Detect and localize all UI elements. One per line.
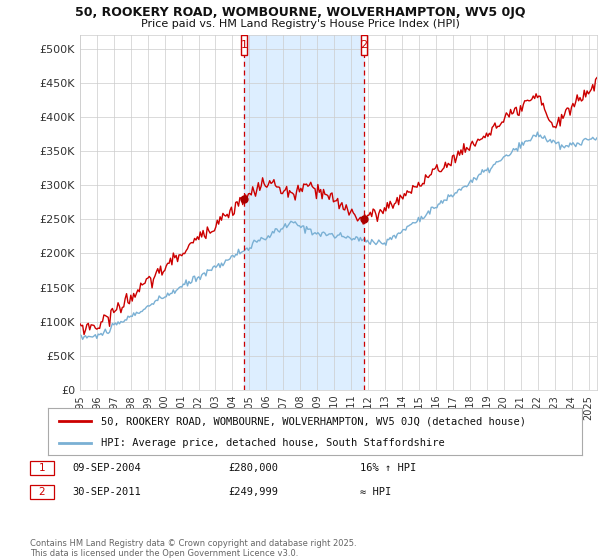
Text: 2: 2 — [360, 40, 367, 50]
Text: £249,999: £249,999 — [228, 487, 278, 497]
Bar — [361, 35, 367, 55]
Text: £280,000: £280,000 — [228, 463, 278, 473]
Text: 50, ROOKERY ROAD, WOMBOURNE, WOLVERHAMPTON, WV5 0JQ: 50, ROOKERY ROAD, WOMBOURNE, WOLVERHAMPT… — [75, 6, 525, 18]
Text: 1: 1 — [241, 40, 248, 50]
Text: 50, ROOKERY ROAD, WOMBOURNE, WOLVERHAMPTON, WV5 0JQ (detached house): 50, ROOKERY ROAD, WOMBOURNE, WOLVERHAMPT… — [101, 416, 526, 426]
Text: 16% ↑ HPI: 16% ↑ HPI — [360, 463, 416, 473]
Text: Price paid vs. HM Land Registry's House Price Index (HPI): Price paid vs. HM Land Registry's House … — [140, 19, 460, 29]
Text: ≈ HPI: ≈ HPI — [360, 487, 391, 497]
Text: Contains HM Land Registry data © Crown copyright and database right 2025.
This d: Contains HM Land Registry data © Crown c… — [30, 539, 356, 558]
Text: HPI: Average price, detached house, South Staffordshire: HPI: Average price, detached house, Sout… — [101, 438, 445, 448]
Text: 30-SEP-2011: 30-SEP-2011 — [72, 487, 141, 497]
Text: 09-SEP-2004: 09-SEP-2004 — [72, 463, 141, 473]
Text: 1: 1 — [38, 463, 46, 473]
Bar — [241, 35, 247, 55]
Bar — [244, 35, 364, 390]
Text: 2: 2 — [38, 487, 46, 497]
